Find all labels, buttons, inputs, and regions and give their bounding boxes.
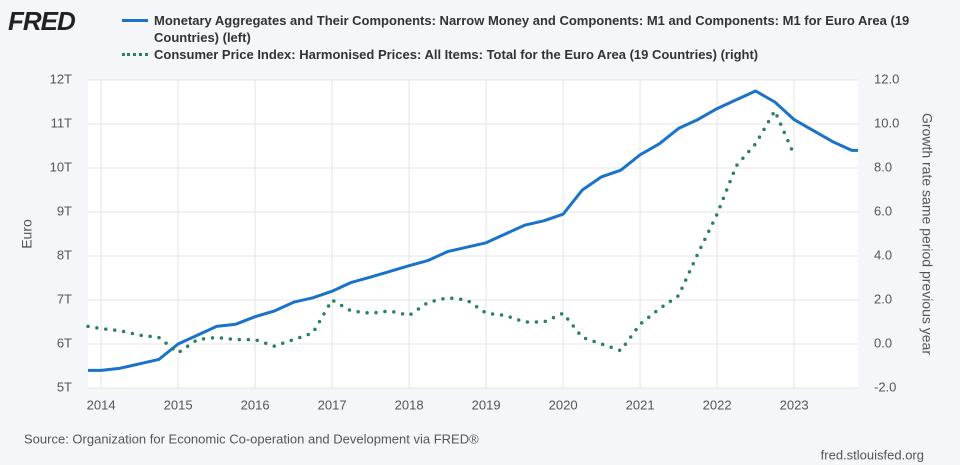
legend-key bbox=[122, 19, 148, 22]
y2-tick-label: 10.0 bbox=[874, 115, 899, 130]
legend: Monetary Aggregates and Their Components… bbox=[120, 12, 950, 63]
x-tick-label: 2022 bbox=[703, 397, 732, 412]
y-tick-label: 6T bbox=[57, 335, 72, 350]
series-line bbox=[88, 89, 858, 372]
y-tick-label: 12T bbox=[50, 71, 72, 86]
y-tick-label: 7T bbox=[57, 291, 72, 306]
y2-tick-label: 0.0 bbox=[874, 335, 892, 350]
source: Source: Organization for Economic Co-ope… bbox=[24, 431, 479, 446]
y2-tick-label: 6.0 bbox=[874, 203, 892, 218]
y2-tick-label: 12.0 bbox=[874, 71, 899, 86]
x-tick-label: 2023 bbox=[780, 397, 809, 412]
x-tick-label: 2021 bbox=[626, 397, 655, 412]
plot-area bbox=[88, 80, 858, 388]
site: fred.stlouisfed.org bbox=[821, 447, 924, 462]
y2-tick-label: 4.0 bbox=[874, 247, 892, 262]
logo: FRED bbox=[8, 6, 76, 36]
y-axis-label: Euro bbox=[19, 219, 35, 249]
legend-entry: Consumer Price Index: Harmonised Prices:… bbox=[120, 46, 950, 63]
y2-axis-label: Growth rate same period previous year bbox=[919, 113, 935, 355]
y-tick-label: 11T bbox=[51, 115, 72, 130]
y-tick-label: 8T bbox=[57, 247, 72, 262]
x-tick-label: 2018 bbox=[395, 397, 424, 412]
legend-label: Consumer Price Index: Harmonised Prices:… bbox=[154, 47, 759, 62]
y2-tick-label: -2.0 bbox=[874, 379, 896, 394]
y-tick-label: 10T bbox=[50, 159, 72, 174]
legend-entry: Monetary Aggregates and Their Components… bbox=[120, 12, 950, 46]
x-tick-label: 2020 bbox=[549, 397, 578, 412]
y-tick-label: 5T bbox=[57, 379, 72, 394]
x-tick-label: 2019 bbox=[472, 397, 501, 412]
y2-tick-label: 8.0 bbox=[874, 159, 892, 174]
legend-label: Monetary Aggregates and Their Components… bbox=[154, 13, 910, 45]
y-tick-label: 9T bbox=[57, 203, 72, 218]
x-tick-label: 2017 bbox=[318, 397, 347, 412]
legend-key bbox=[122, 53, 148, 56]
x-tick-label: 2014 bbox=[87, 397, 116, 412]
y2-tick-label: 2.0 bbox=[874, 291, 892, 306]
x-tick-label: 2015 bbox=[164, 397, 193, 412]
x-tick-label: 2016 bbox=[241, 397, 270, 412]
